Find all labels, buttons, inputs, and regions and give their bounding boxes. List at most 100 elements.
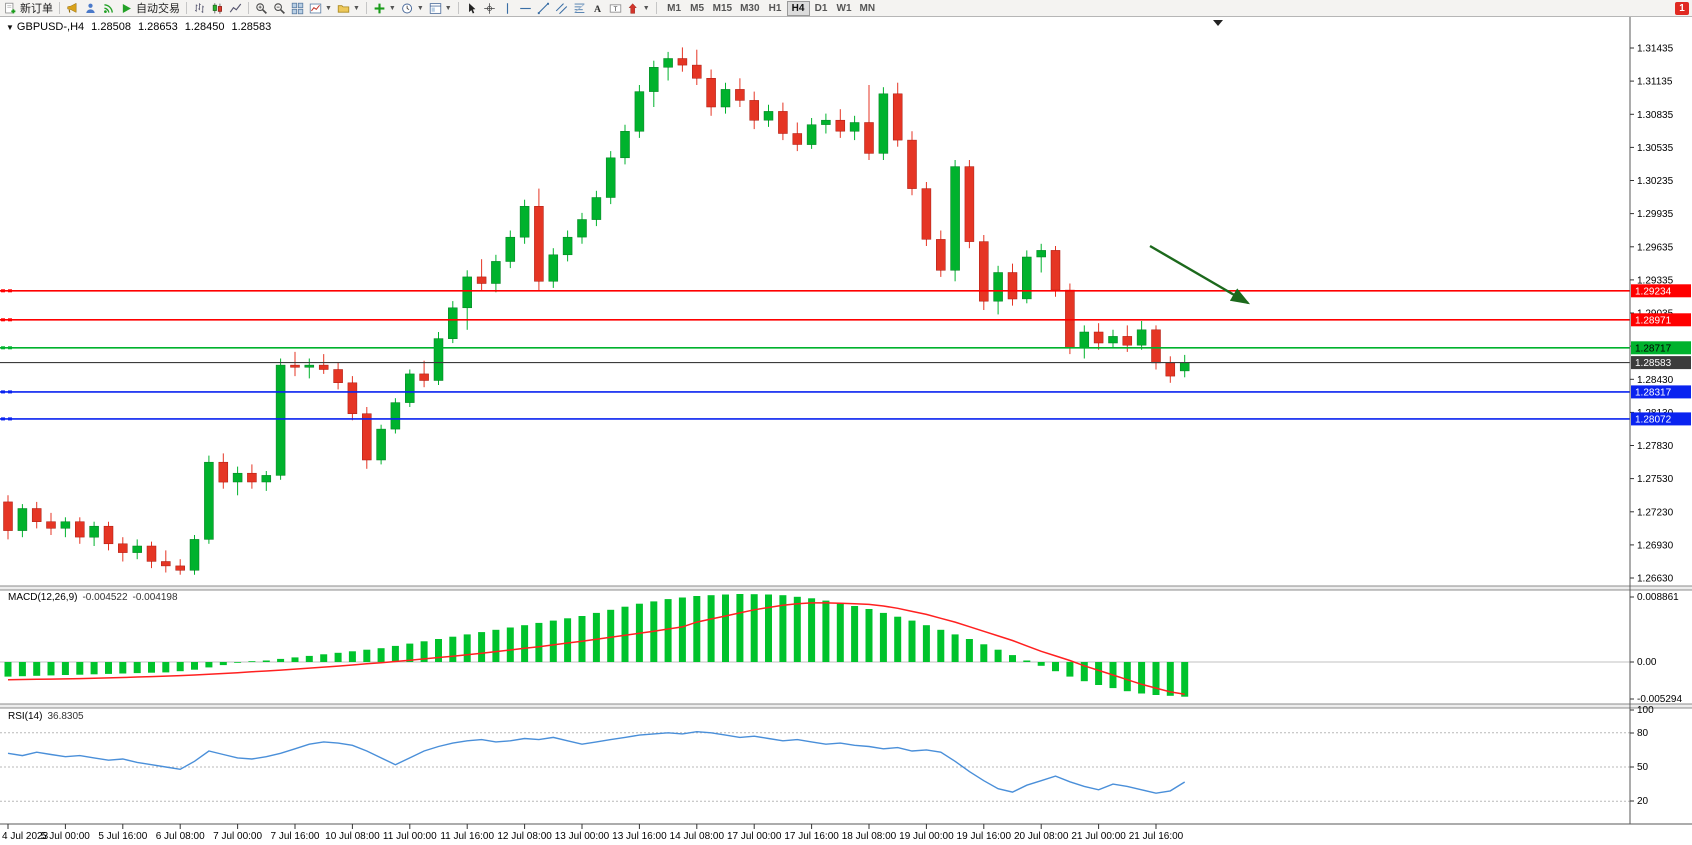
bull-candle xyxy=(1108,336,1118,344)
timeframe-m15-button[interactable]: M15 xyxy=(709,1,736,16)
macd-bar xyxy=(836,602,844,662)
indicator-guides xyxy=(0,661,1630,802)
line-chart-button[interactable] xyxy=(227,1,244,16)
macd-bar xyxy=(76,662,84,675)
new-order-button[interactable]: 新订单 xyxy=(2,1,55,16)
signals-button[interactable] xyxy=(100,1,117,16)
new-chart-button[interactable]: ▼ xyxy=(307,1,334,16)
timeframe-d1-button[interactable]: D1 xyxy=(810,1,833,16)
alerts-button[interactable] xyxy=(64,1,81,16)
dropdown-caret: ▼ xyxy=(416,4,424,12)
macd-bar xyxy=(937,629,945,662)
line-anchor xyxy=(8,289,12,293)
bear-candle xyxy=(318,364,329,370)
timeframe-h1-button[interactable]: H1 xyxy=(764,1,787,16)
macd-bar xyxy=(449,636,457,662)
price-axis-label: 1.29335 xyxy=(1637,275,1674,286)
toolbar-separator xyxy=(365,2,367,14)
time-axis-label: 4 Jul 2023 xyxy=(2,831,49,842)
panel-dividers xyxy=(0,586,1692,708)
timeframe-w1-button[interactable]: W1 xyxy=(833,1,856,16)
line-anchor xyxy=(1,346,5,350)
channel-button[interactable] xyxy=(553,1,570,16)
time-axis-label: 7 Jul 16:00 xyxy=(271,831,320,842)
rsi-axis[interactable]: 100 80 50 20 xyxy=(1630,705,1654,807)
candlestick-chart-button[interactable] xyxy=(209,1,226,16)
macd-bar xyxy=(765,594,772,662)
bull-candle xyxy=(605,157,616,198)
bull-candle xyxy=(878,93,889,154)
timeframe-m5-button[interactable]: M5 xyxy=(686,1,709,16)
macd-bar xyxy=(578,616,586,662)
macd-bar xyxy=(851,606,859,662)
macd-bar xyxy=(1123,662,1131,692)
fibonacci-button[interactable] xyxy=(571,1,588,16)
arrow-annotation[interactable] xyxy=(1149,244,1251,305)
toolbar-separator xyxy=(248,2,249,14)
macd-bar xyxy=(621,606,629,662)
periods-button[interactable]: ▼ xyxy=(399,1,426,16)
price-lines[interactable] xyxy=(0,289,1630,421)
tile-windows-icon xyxy=(291,2,304,14)
label-button[interactable]: T xyxy=(607,1,624,16)
bull-candle xyxy=(562,236,573,256)
folder-icon xyxy=(337,4,350,13)
dropdown-caret: ▼ xyxy=(352,4,360,12)
text-button[interactable]: A xyxy=(589,1,606,16)
macd-bar xyxy=(305,655,313,662)
macd-bar xyxy=(994,649,1002,662)
profiles-button[interactable]: ▼ xyxy=(335,1,362,16)
arrows-button[interactable]: ▼ xyxy=(625,1,652,16)
vertical-line-button[interactable] xyxy=(499,1,516,16)
timeframe-h4-button[interactable]: H4 xyxy=(786,0,810,16)
crosshair-button[interactable] xyxy=(481,1,498,16)
timeframe-m1-button[interactable]: M1 xyxy=(663,1,686,16)
chart-shift-marker[interactable] xyxy=(1213,20,1223,26)
macd-bar xyxy=(420,641,428,662)
zoom-in-button[interactable] xyxy=(253,1,270,16)
timeframe-mn-button[interactable]: MN xyxy=(856,1,880,16)
bar-chart-button[interactable] xyxy=(191,1,208,16)
macd-bar xyxy=(1066,662,1074,677)
toolbar-separator xyxy=(186,2,187,14)
horizontal-line-button[interactable] xyxy=(517,1,534,16)
tile-windows-button[interactable] xyxy=(289,1,306,16)
time-axis-label: 11 Jul 16:00 xyxy=(440,831,494,842)
bear-candle xyxy=(75,521,85,538)
bull-candle xyxy=(17,508,28,531)
rsi-line xyxy=(7,730,1186,794)
macd-bar xyxy=(678,597,686,662)
community-button[interactable] xyxy=(82,1,99,16)
macd-bar xyxy=(176,662,184,672)
templates-button[interactable]: ▼ xyxy=(427,1,454,16)
bear-candle xyxy=(362,413,372,461)
bull-candle xyxy=(405,373,415,403)
bull-candle xyxy=(663,58,673,68)
price-tag-label: 1.28583 xyxy=(1635,358,1672,369)
bull-candle xyxy=(376,428,386,461)
line-anchor xyxy=(1,390,5,394)
bear-candle xyxy=(218,461,229,483)
indicators-button[interactable]: ▼ xyxy=(371,1,398,16)
bear-candle xyxy=(892,93,903,141)
panel-borders xyxy=(0,17,1692,825)
timeframe-m30-button[interactable]: M30 xyxy=(736,1,763,16)
zoom-out-button[interactable] xyxy=(271,1,288,16)
macd-bar xyxy=(391,645,399,662)
cursor-button[interactable] xyxy=(463,1,480,16)
macd-bar xyxy=(521,625,529,662)
trendline-button[interactable] xyxy=(535,1,552,16)
trend-arrow[interactable] xyxy=(1149,244,1251,305)
macd-bar xyxy=(18,662,26,677)
timeframe-toolbar: M1 M5 M15 M30 H1 H4 D1 W1 MN xyxy=(663,0,880,16)
autotrading-button[interactable]: 自动交易 xyxy=(118,1,182,16)
macd-axis[interactable]: 0.008861 0.00 -0.005294 xyxy=(1630,592,1682,705)
time-axis-label: 5 Jul 16:00 xyxy=(98,831,147,842)
notification-badge[interactable]: 1 xyxy=(1675,1,1689,15)
price-tag-label: 1.28317 xyxy=(1635,387,1672,398)
price-tag-label: 1.28717 xyxy=(1635,343,1672,354)
time-axis-label: 5 Jul 00:00 xyxy=(41,831,90,842)
